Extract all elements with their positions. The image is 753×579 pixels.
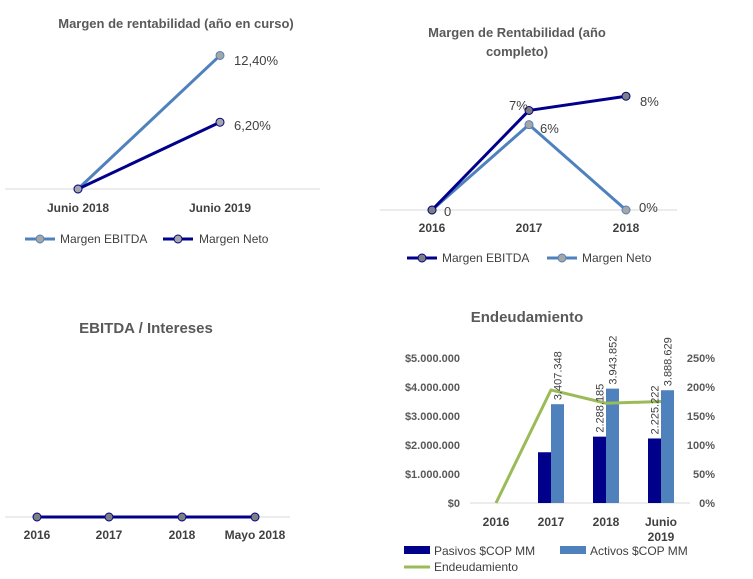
chart4-y2tick-0: 0%: [699, 498, 715, 510]
chart4-ytick-2: $2.000.000: [405, 440, 460, 452]
chart1-legend-neto-label: Margen Neto: [199, 232, 269, 246]
chart2-series-0-point-2: [621, 205, 631, 215]
chart4-y2tick-4: 200%: [687, 382, 715, 394]
chart3-tick-0: 2016: [24, 528, 51, 542]
chart2-series-0-line: [431, 123, 627, 212]
chart2-series-1-point-0: [427, 205, 437, 215]
chart2-series-0-point-1: [524, 120, 534, 130]
chart4-tick-0: 2016: [483, 515, 510, 529]
chart2-title-line2: completo): [486, 44, 548, 59]
chart4-tick-3-line-1: 2019: [648, 530, 675, 544]
chart1-series-1-line: [77, 120, 221, 191]
chart4-y2tick-3: 150%: [687, 411, 715, 423]
chart2-legend-ebitda-marker: [417, 253, 427, 263]
chart1-label-neto: 6,20%: [234, 118, 271, 133]
chart2-label-neto-2017: 6%: [540, 121, 559, 136]
chart3-title: EBITDA / Intereses: [79, 320, 213, 337]
chart3-tick-1: 2017: [96, 528, 123, 542]
chart4-title: Endeudamiento: [471, 309, 584, 326]
chart4-legend-activos-label: Activos $COP MM: [590, 544, 688, 558]
chart1-legend-ebitda-marker: [35, 234, 45, 244]
chart4-bar-activos-2: [606, 388, 619, 503]
chart3-series-0-point-2: [177, 512, 187, 522]
chart3-tick-3: Mayo 2018: [225, 528, 286, 542]
chart-margen-ano-completo: Margen de Rentabilidad (año completo) 20…: [380, 25, 677, 265]
chart4-label-pasivos-2: 2.288.185: [595, 384, 607, 433]
chart-margen-ano-en-curso: Margen de rentabilidad (año en curso) Ju…: [5, 16, 320, 246]
chart2-series-1-point-2: [621, 91, 631, 101]
chart4-label-pasivos-3: 2.225.222: [650, 386, 662, 435]
chart4-bar-labels: 2.288.185 2.225.222 3.407.348 3.943.852 3.88…: [553, 336, 675, 435]
chart4-y2tick-5: 250%: [687, 353, 715, 365]
chart4-ytick-3: $3.000.000: [405, 411, 460, 423]
chart4-tick-3-line-0: Junio: [645, 515, 677, 529]
chart2-legend-ebitda-label: Margen EBITDA: [442, 251, 529, 265]
chart3-series-0-point-0: [32, 512, 42, 522]
chart1-label-ebitda: 12,40%: [234, 53, 279, 68]
chart2-title-line1: Margen de Rentabilidad (año: [428, 25, 606, 40]
chart3-series-0-point-1: [104, 512, 114, 522]
chart4-tick-3: Junio 2019: [645, 515, 677, 544]
chart1-legend-ebitda-label: Margen EBITDA: [60, 232, 147, 246]
chart4-bar-pasivos-2: [593, 436, 606, 503]
chart4-y2tick-2: 100%: [687, 440, 715, 452]
chart4-y2-axis: 0% 50% 100% 150% 200% 250%: [687, 353, 715, 510]
chart4-legend-pasivos-swatch: [404, 546, 430, 554]
chart4-bar-activos-1: [551, 404, 564, 503]
chart2-label-ebitda-2016: 0: [444, 204, 451, 219]
chart1-title: Margen de rentabilidad (año en curso): [58, 16, 293, 31]
chart4-tick-2: 2018: [593, 515, 620, 529]
chart4-y2tick-1: 50%: [693, 469, 715, 481]
chart4-legend: Pasivos $COP MM Activos $COP MM Endeudam…: [404, 544, 688, 574]
chart3-series-0-point-3: [250, 512, 260, 522]
chart4-bar-pasivos-1: [538, 452, 551, 503]
chart4-bars: [538, 388, 674, 503]
chart2-legend-neto-marker: [557, 253, 567, 263]
chart2-label-neto-2018: 0%: [639, 200, 658, 215]
chart3-tick-2: 2018: [169, 528, 196, 542]
chart1-legend-neto-marker: [173, 234, 183, 244]
chart4-ytick-0: $0: [448, 498, 460, 510]
chart4-legend-endeudamiento-label: Endeudamiento: [434, 560, 518, 574]
chart2-label-ebitda-2018: 8%: [640, 94, 659, 109]
chart1-legend: Margen EBITDA Margen Neto: [25, 232, 269, 246]
chart4-legend-pasivos-label: Pasivos $COP MM: [434, 544, 535, 558]
chart4-label-activos-2: 3.943.852: [608, 336, 620, 385]
chart1-series-1-point-0: [73, 184, 83, 194]
chart2-legend-neto-label: Margen Neto: [582, 251, 652, 265]
chart3-series: [32, 512, 260, 522]
chart1-series-0-point-1: [215, 50, 225, 60]
chart2-tick-0: 2016: [419, 221, 446, 235]
chart1-tick-0: Junio 2018: [47, 201, 109, 215]
chart4-bar-pasivos-3: [648, 438, 661, 503]
chart2-tick-2: 2018: [613, 221, 640, 235]
chart4-endeudamiento-polyline: [494, 388, 662, 504]
chart2-label-ebitda-2017: 7%: [509, 98, 528, 113]
chart1-series-1-point-1: [215, 117, 225, 127]
chart1-series-0-line: [76, 54, 222, 191]
chart-ebitda-intereses: EBITDA / Intereses 2016 2017 2018 Mayo 2…: [5, 320, 290, 542]
chart4-y-axis: $0 $1.000.000 $2.000.000 $3.000.000 $4.000.0…: [405, 353, 460, 510]
chart4-legend-activos-swatch: [560, 546, 586, 554]
chart-endeudamiento: Endeudamiento $0 $1.000.000 $2.000.000 $3.0…: [404, 309, 715, 574]
chart4-ytick-1: $1.000.000: [405, 469, 460, 481]
chart4-ytick-4: $4.000.000: [405, 382, 460, 394]
chart2-series-1-point-1: [524, 105, 534, 115]
chart4-bar-activos-3: [661, 390, 674, 503]
chart4-label-activos-1: 3.407.348: [553, 351, 565, 400]
chart4-label-activos-3: 3.888.629: [663, 337, 675, 386]
chart1-tick-1: Junio 2019: [189, 201, 251, 215]
chart2-tick-1: 2017: [516, 221, 543, 235]
chart4-endeudamiento-line: [494, 388, 662, 504]
chart2-legend: Margen EBITDA Margen Neto: [407, 251, 652, 265]
chart4-tick-1: 2017: [538, 515, 565, 529]
chart1-series: [73, 50, 225, 194]
chart4-ytick-5: $5.000.000: [405, 353, 460, 365]
chart2-series: [427, 91, 631, 215]
